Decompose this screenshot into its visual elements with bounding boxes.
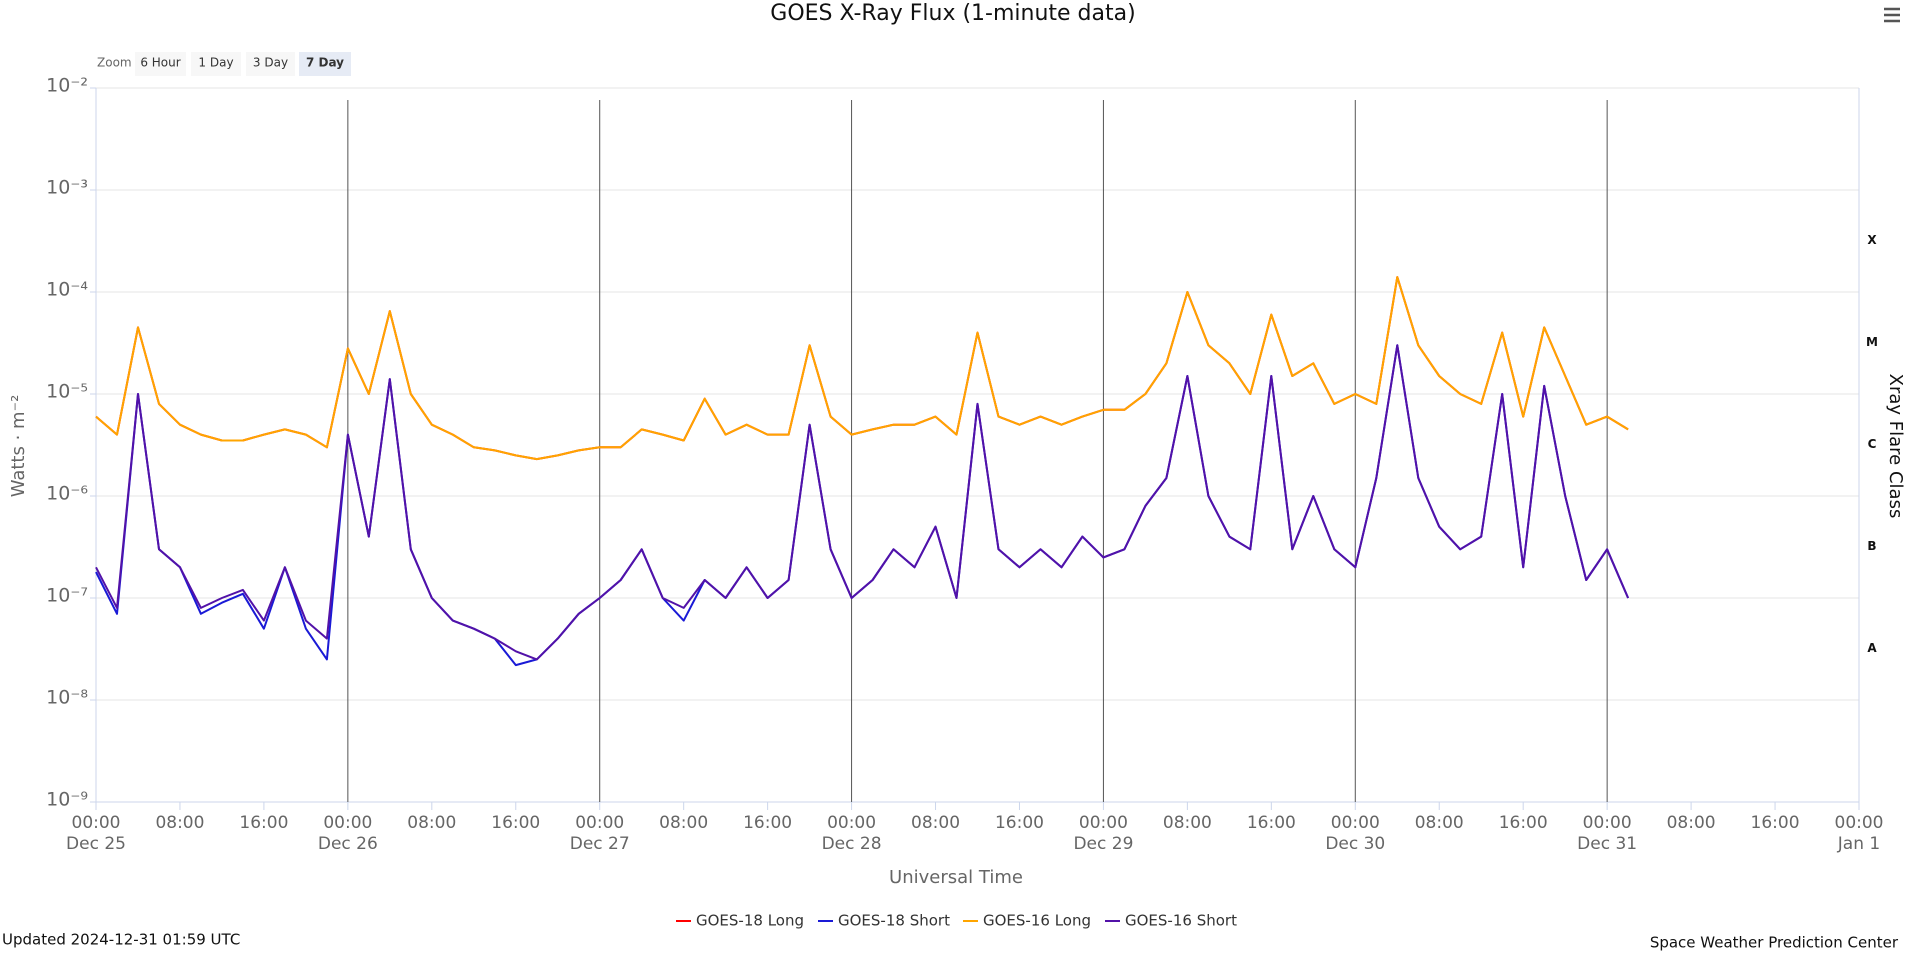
zoom-button[interactable]: 6 Hour <box>135 52 186 76</box>
y-tick-label: 10⁻⁹ <box>46 789 88 811</box>
y2-tick-label: X <box>1867 233 1877 247</box>
zoom-button-label: 3 Day <box>253 56 288 70</box>
x-tick-label: 16:00 <box>743 813 792 833</box>
y-tick-label: 10⁻³ <box>46 177 88 199</box>
x-tick-label: 08:00 <box>911 813 960 833</box>
zoom-button-label: 7 Day <box>306 56 344 70</box>
legend-label: GOES-18 Short <box>838 912 950 930</box>
zoom-button-bg <box>246 52 295 76</box>
series-line <box>95 276 1629 461</box>
x-tick-label: 00:00 <box>1079 813 1128 833</box>
y-tick-label: 10⁻⁵ <box>46 381 88 403</box>
x-tick-label: Dec 30 <box>1325 834 1385 854</box>
x-tick-label: 00:00 <box>72 813 121 833</box>
x-tick-label: 08:00 <box>659 813 708 833</box>
y-tick-label: 10⁻⁶ <box>46 483 88 505</box>
zoom-button-bg <box>191 52 241 76</box>
x-tick-label: 16:00 <box>239 813 288 833</box>
x-tick-label: Jan 1 <box>1837 834 1880 854</box>
legend-item[interactable]: GOES-18 Long <box>676 912 804 930</box>
y-tick-label: 10⁻⁴ <box>46 279 88 301</box>
legend-item[interactable]: GOES-16 Long <box>963 912 1091 930</box>
series-line <box>95 344 1630 661</box>
x-tick-label: Dec 27 <box>570 834 630 854</box>
zoom-button[interactable]: 7 Day <box>299 52 351 76</box>
y-axis-title: Watts · m⁻² <box>8 395 29 498</box>
x-tick-label: 00:00 <box>827 813 876 833</box>
x-tick-label: 00:00 <box>1835 813 1884 833</box>
y2-tick-label: M <box>1866 335 1878 349</box>
x-axis-title: Universal Time <box>889 867 1023 888</box>
x-tick-label: 08:00 <box>1163 813 1212 833</box>
chart-title: GOES X-Ray Flux (1-minute data) <box>770 1 1135 26</box>
x-tick-label: 16:00 <box>995 813 1044 833</box>
legend-item[interactable]: GOES-18 Short <box>818 912 950 930</box>
x-tick-label: 00:00 <box>1331 813 1380 833</box>
x-tick-label: 08:00 <box>407 813 456 833</box>
zoom-button[interactable]: 1 Day <box>191 52 241 76</box>
zoom-button-label: 6 Hour <box>140 56 180 70</box>
y-tick-label: 10⁻⁸ <box>46 687 88 709</box>
credit: Space Weather Prediction Center <box>1650 934 1899 952</box>
legend-item[interactable]: GOES-16 Short <box>1105 912 1237 930</box>
x-tick-label: 16:00 <box>1247 813 1296 833</box>
legend-label: GOES-16 Long <box>983 912 1091 930</box>
x-tick-label: Dec 28 <box>822 834 882 854</box>
zoom-label: Zoom <box>97 56 132 70</box>
x-tick-label: 00:00 <box>1583 813 1632 833</box>
x-tick-label: 08:00 <box>1415 813 1464 833</box>
x-tick-label: Dec 29 <box>1073 834 1133 854</box>
x-tick-label: Dec 31 <box>1577 834 1637 854</box>
x-tick-label: 16:00 <box>491 813 540 833</box>
x-tick-label: Dec 25 <box>66 834 126 854</box>
x-tick-label: 08:00 <box>1667 813 1716 833</box>
legend-label: GOES-18 Long <box>696 912 804 930</box>
menu-icon[interactable] <box>1884 7 1900 23</box>
y2-tick-label: A <box>1867 641 1877 655</box>
x-tick-label: 00:00 <box>323 813 372 833</box>
y2-tick-label: B <box>1867 539 1876 553</box>
y2-tick-label: C <box>1868 437 1877 451</box>
x-tick-label: 16:00 <box>1751 813 1800 833</box>
x-tick-label: 16:00 <box>1499 813 1548 833</box>
updated-note: Updated 2024-12-31 01:59 UTC <box>2 931 240 949</box>
y-tick-label: 10⁻⁷ <box>46 585 88 607</box>
y2-axis-title: Xray Flare Class <box>1885 374 1906 519</box>
x-tick-label: 08:00 <box>155 813 204 833</box>
zoom-button-label: 1 Day <box>198 56 233 70</box>
legend-label: GOES-16 Short <box>1125 912 1237 930</box>
x-tick-label: Dec 26 <box>318 834 378 854</box>
zoom-button-bg <box>299 52 351 76</box>
x-tick-label: 00:00 <box>575 813 624 833</box>
zoom-button-bg <box>135 52 186 76</box>
zoom-button[interactable]: 3 Day <box>246 52 295 76</box>
y-tick-label: 10⁻² <box>46 75 88 97</box>
